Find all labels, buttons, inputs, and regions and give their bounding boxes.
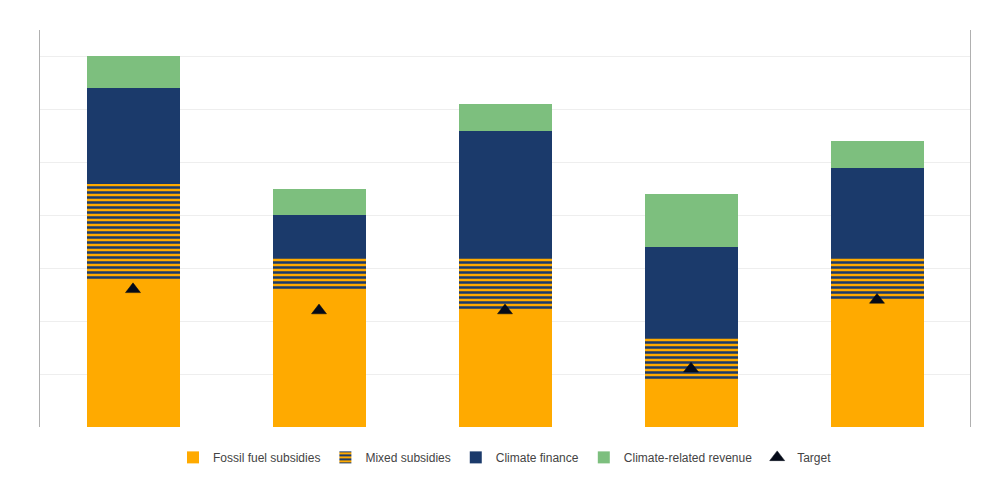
svg-text:Mixed subsidies: Mixed subsidies [365, 451, 450, 465]
svg-text:Target: Target [797, 451, 831, 465]
svg-text:Climate-related revenue: Climate-related revenue [624, 451, 752, 465]
svg-text:Fossil fuel subsidies: Fossil fuel subsidies [213, 451, 320, 465]
svg-text:Climate finance: Climate finance [496, 451, 579, 465]
